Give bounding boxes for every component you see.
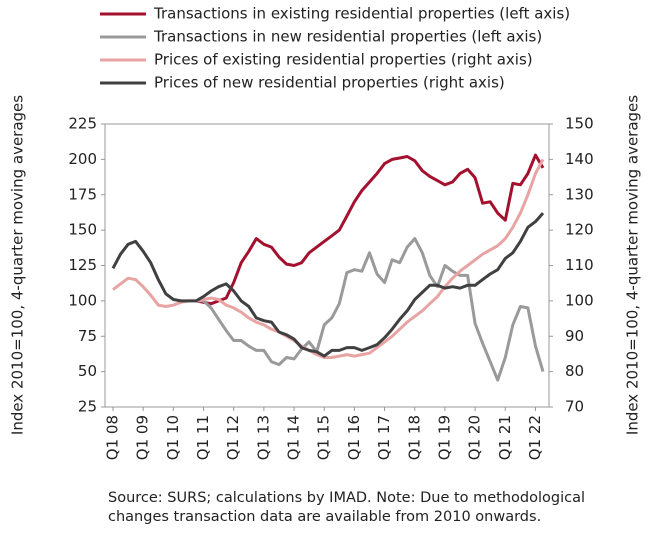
y2-tick-label: 150 — [565, 115, 594, 133]
y-tick-label: 50 — [78, 362, 97, 380]
y2-tick-label: 100 — [565, 291, 594, 309]
y2-tick-label: 130 — [565, 185, 594, 203]
x-tick-label: Q1 09 — [134, 415, 152, 460]
x-tick-label: Q1 13 — [254, 415, 272, 460]
plot-frame — [104, 123, 550, 408]
y-axis-label: Index 2010=100, 4-quarter moving average… — [9, 95, 27, 435]
x-tick-label: Q1 12 — [224, 415, 242, 460]
chart: Index 2010=100, 4-quarter moving average… — [9, 5, 642, 461]
y2-tick-label: 140 — [565, 150, 594, 168]
y-tick-label: 100 — [68, 291, 97, 309]
legend-label: Transactions in new residential properti… — [153, 28, 542, 46]
source-note: Source: SURS; calculations by IMAD. Note… — [108, 490, 586, 525]
x-tick-label: Q1 21 — [496, 415, 514, 460]
y-tick-label: 150 — [68, 221, 97, 239]
y-tick-label: 75 — [78, 327, 97, 345]
x-tick-label: Q1 19 — [435, 415, 453, 460]
series-line — [196, 237, 545, 382]
x-tick-label: Q1 22 — [526, 415, 544, 460]
x-tick-label: Q1 08 — [104, 415, 122, 460]
y2-axis-label: Index 2010=100, 4-quarter moving average… — [624, 95, 642, 435]
y-tick-label: 175 — [68, 185, 97, 203]
x-tick-label: Q1 10 — [164, 415, 182, 460]
y-tick-label: 125 — [68, 256, 97, 274]
x-tick-label: Q1 15 — [315, 415, 333, 460]
x-tick-label: Q1 18 — [405, 415, 423, 460]
legend-label: Prices of new residential properties (ri… — [154, 74, 505, 92]
series-line — [195, 153, 545, 306]
x-tick-label: Q1 14 — [285, 415, 303, 460]
y2-tick-label: 120 — [565, 221, 594, 239]
x-tick-label: Q1 16 — [345, 415, 363, 460]
x-tick-label: Q1 17 — [375, 415, 393, 460]
y-tick-label: 25 — [78, 398, 97, 416]
x-tick-label: Q1 20 — [466, 415, 484, 460]
legend-label: Transactions in existing residential pro… — [153, 5, 570, 23]
legend-label: Prices of existing residential propertie… — [154, 51, 533, 69]
y-tick-label: 200 — [68, 150, 97, 168]
y2-tick-label: 80 — [565, 362, 584, 380]
y2-tick-label: 70 — [565, 398, 584, 416]
y2-tick-label: 90 — [565, 327, 584, 345]
x-tick-label: Q1 11 — [194, 415, 212, 460]
y-tick-label: 225 — [68, 115, 97, 133]
y2-tick-label: 110 — [565, 256, 594, 274]
series-line — [111, 212, 545, 358]
